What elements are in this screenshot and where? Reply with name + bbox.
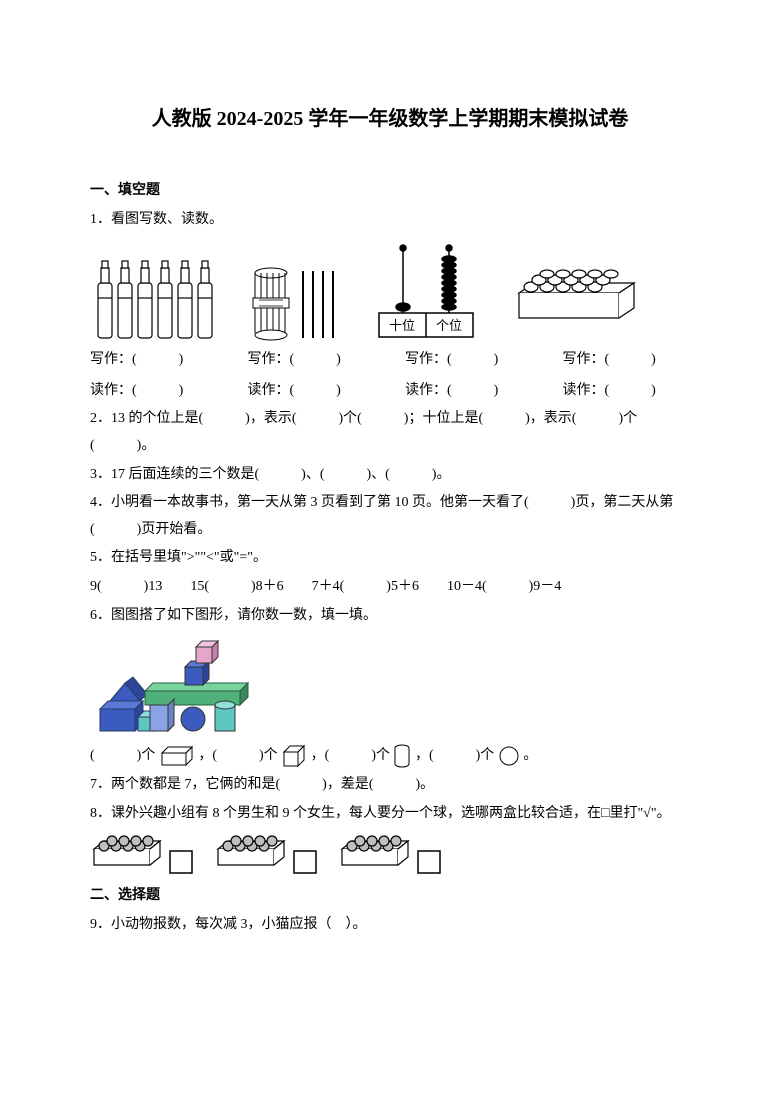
- q1-sticks: [248, 253, 343, 343]
- q8-option-3: [338, 833, 442, 875]
- abacus-ones-label: 个位: [436, 318, 462, 333]
- checkbox-icon[interactable]: [416, 849, 442, 875]
- q9-text: 9．小动物报数，每次减 3，小猫应报（ ）。: [90, 912, 690, 939]
- checkbox-icon[interactable]: [168, 849, 194, 875]
- egg-tray-icon: [509, 263, 639, 343]
- q8-option-2: [214, 833, 318, 875]
- blocks-figure-icon: [90, 631, 270, 741]
- q3-text: 3．17 后面连续的三个数是( )、( )、( )。: [90, 462, 690, 489]
- ball-box-icon: [90, 833, 168, 875]
- ball-box-icon: [214, 833, 292, 875]
- q1-abacus: 十位 个位: [371, 243, 481, 343]
- page-title: 人教版 2024-2025 学年一年级数学上学期期末模拟试卷: [90, 100, 690, 138]
- q5-items: 9( )13 15( )8＋6 7＋4( )5＋6 10－4( )9－4: [90, 574, 690, 601]
- q1-images: 十位 个位: [90, 243, 690, 343]
- q1-read-2: 读作：( ): [248, 378, 376, 405]
- ball-box-icon: [338, 833, 416, 875]
- abacus-icon: 十位 个位: [371, 243, 481, 343]
- q6-prompt: 6．图图搭了如下图形，请你数一数，填一填。: [90, 603, 690, 630]
- q1-read-1: 读作：( ): [90, 378, 218, 405]
- q1-write-2: 写作：( ): [248, 347, 376, 374]
- bottles-icon: [90, 253, 220, 343]
- section-2-header: 二、选择题: [90, 883, 690, 910]
- q6-answer: ( )个 ，( )个 ，( )个 ，( )个 。: [90, 743, 690, 770]
- q1-tray: [509, 263, 639, 343]
- cylinder-icon: [393, 743, 411, 769]
- cuboid-icon: [159, 745, 195, 767]
- checkbox-icon[interactable]: [292, 849, 318, 875]
- q2-text: 2．13 的个位上是( )，表示( )个( )；十位上是( )，表示( )个( …: [90, 406, 690, 459]
- abacus-tens-label: 十位: [389, 318, 415, 333]
- q8-options: [90, 833, 690, 875]
- sticks-icon: [248, 253, 343, 343]
- sphere-icon: [498, 745, 520, 767]
- q6-figure: [90, 631, 690, 741]
- q4-text: 4．小明看一本故事书，第一天从第 3 页看到了第 10 页。他第一天看了( )页…: [90, 490, 690, 543]
- q8-text: 8．课外兴趣小组有 8 个男生和 9 个女生，每人要分一个球，选哪两盒比较合适，…: [90, 801, 690, 828]
- q1-prompt: 1．看图写数、读数。: [90, 207, 690, 234]
- q8-option-1: [90, 833, 194, 875]
- q5-prompt: 5．在括号里填">""<"或"="。: [90, 545, 690, 572]
- q1-write-1: 写作：( ): [90, 347, 218, 374]
- q1-read-4: 读作：( ): [563, 378, 691, 405]
- q1-write-4: 写作：( ): [563, 347, 691, 374]
- section-1-header: 一、填空题: [90, 178, 690, 205]
- q1-write-3: 写作：( ): [405, 347, 533, 374]
- cube-icon: [281, 744, 307, 768]
- q7-text: 7．两个数都是 7，它俩的和是( )，差是( )。: [90, 772, 690, 799]
- q1-bottles: [90, 253, 220, 343]
- q1-read-3: 读作：( ): [405, 378, 533, 405]
